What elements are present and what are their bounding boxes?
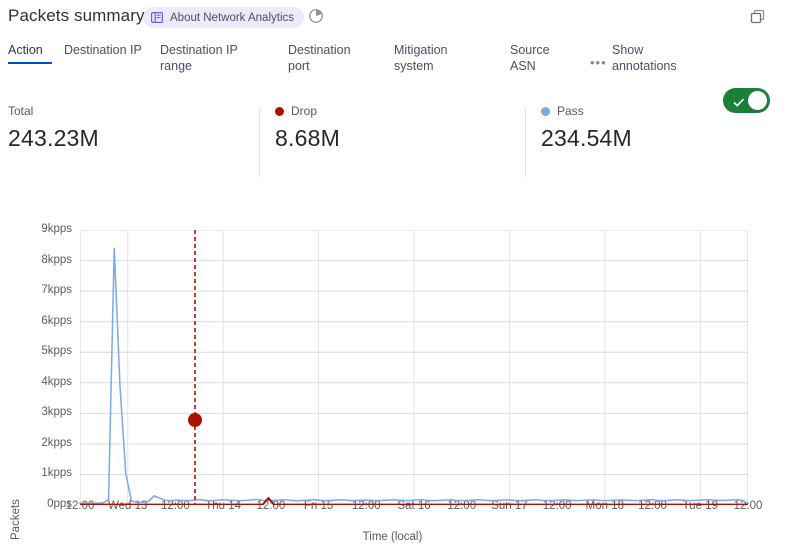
x-axis-tick: 12:00 [351, 500, 381, 512]
y-axis-tick: 1kpps [41, 467, 72, 480]
stat-drop-value: 8.68M [275, 125, 340, 151]
tab-source-asn[interactable]: Source ASN [510, 42, 570, 79]
stat-total-value: 243.23M [8, 125, 99, 151]
toggle-knob [748, 91, 767, 110]
series-line-pass [80, 248, 748, 503]
more-tabs-button[interactable]: ••• [590, 55, 607, 70]
panel-header: Packets summary About Network Analytics [0, 0, 785, 38]
filter-tabs: Action Destination IP Destination IP ran… [0, 42, 785, 113]
y-axis-tick: 4kpps [41, 375, 72, 388]
x-axis-tick: Sat 16 [397, 500, 431, 512]
x-axis-tick: 12:00 [161, 500, 190, 512]
stat-pass-label: Pass [557, 104, 584, 118]
page-title: Packets summary [8, 6, 145, 25]
badge-label: About Network Analytics [170, 11, 295, 24]
tab-action[interactable]: Action [8, 42, 52, 64]
stat-total: Total 243.23M [8, 103, 99, 152]
x-axis-tick: 12:00 [733, 500, 763, 512]
x-axis-title: Time (local) [362, 531, 423, 543]
x-axis-tick: 12:00 [542, 500, 572, 512]
stat-drop: Drop 8.68M [275, 103, 340, 152]
x-axis-tick: Tue 19 [682, 500, 718, 512]
tab-active-underline [8, 62, 52, 64]
stat-label: Pass [541, 103, 632, 119]
series-line-drop [80, 498, 748, 505]
tab-mitigation-system[interactable]: Mitigation system [394, 42, 466, 79]
stat-label: Total [8, 103, 99, 119]
stat-drop-label: Drop [291, 104, 318, 118]
y-axis-tick: 3kpps [41, 406, 72, 419]
tab-label: Source ASN [510, 43, 550, 73]
y-axis-tick: 6kpps [41, 314, 72, 327]
y-axis-tick: 9kpps [41, 223, 72, 235]
summary-stats: Total 243.23M Drop 8.68M Pass 234.54M [0, 103, 785, 181]
x-axis-tick: Thu 14 [205, 500, 242, 512]
stat-divider [259, 109, 260, 177]
duplicate-icon[interactable] [749, 8, 767, 26]
check-icon [733, 95, 745, 113]
stat-label: Drop [275, 103, 340, 119]
stat-divider [525, 109, 526, 177]
y-axis-tick: 2kpps [41, 436, 72, 449]
show-annotations-label-group[interactable]: Show annotations [612, 42, 696, 79]
annotation-marker[interactable] [188, 413, 202, 427]
stat-pass-value: 234.54M [541, 125, 632, 151]
clock-icon[interactable] [308, 8, 324, 24]
tab-label: Action [8, 43, 43, 57]
y-axis-tick: 0pps [47, 498, 72, 510]
packets-timeseries-chart: Packets Time (local) 9kpps 8kpps 7kpps 6kpp… [0, 200, 785, 555]
tab-label: Destination IP range [160, 43, 238, 73]
y-axis-tick: 8kpps [41, 253, 72, 266]
stat-pass: Pass 234.54M [541, 103, 632, 152]
y-axis-tick: 5kpps [41, 345, 72, 358]
tab-label: Destination port [288, 43, 351, 73]
show-annotations-label: Show annotations [612, 43, 677, 73]
y-axis-tick: 7kpps [41, 284, 72, 297]
tab-destination-port[interactable]: Destination port [288, 42, 366, 79]
x-axis-tick: Sun 17 [491, 500, 528, 512]
x-axis-tick: Wed 13 [107, 500, 148, 512]
y-axis-ticks: 9kpps 8kpps 7kpps 6kpps 5kpps 4kpps 3kpps 2kpps… [20, 200, 72, 510]
tab-destination-ip-range[interactable]: Destination IP range [160, 42, 256, 79]
pass-color-dot [541, 106, 550, 116]
show-annotations-toggle[interactable] [723, 88, 770, 113]
x-axis-tick: 12:00 [447, 500, 477, 512]
tab-label: Mitigation system [394, 43, 448, 73]
x-axis-tick: Fri 15 [303, 500, 334, 512]
about-network-analytics-badge[interactable]: About Network Analytics [143, 7, 305, 28]
x-axis-tick: 12:00 [638, 500, 667, 512]
drop-color-dot [275, 106, 284, 116]
tab-destination-ip[interactable]: Destination IP [64, 42, 144, 63]
x-axis-tick: Mon 18 [585, 500, 625, 512]
tab-label: Destination IP [64, 43, 142, 57]
chart-plot-area[interactable] [80, 230, 748, 505]
book-icon [151, 12, 164, 24]
stat-total-label: Total [8, 104, 34, 118]
